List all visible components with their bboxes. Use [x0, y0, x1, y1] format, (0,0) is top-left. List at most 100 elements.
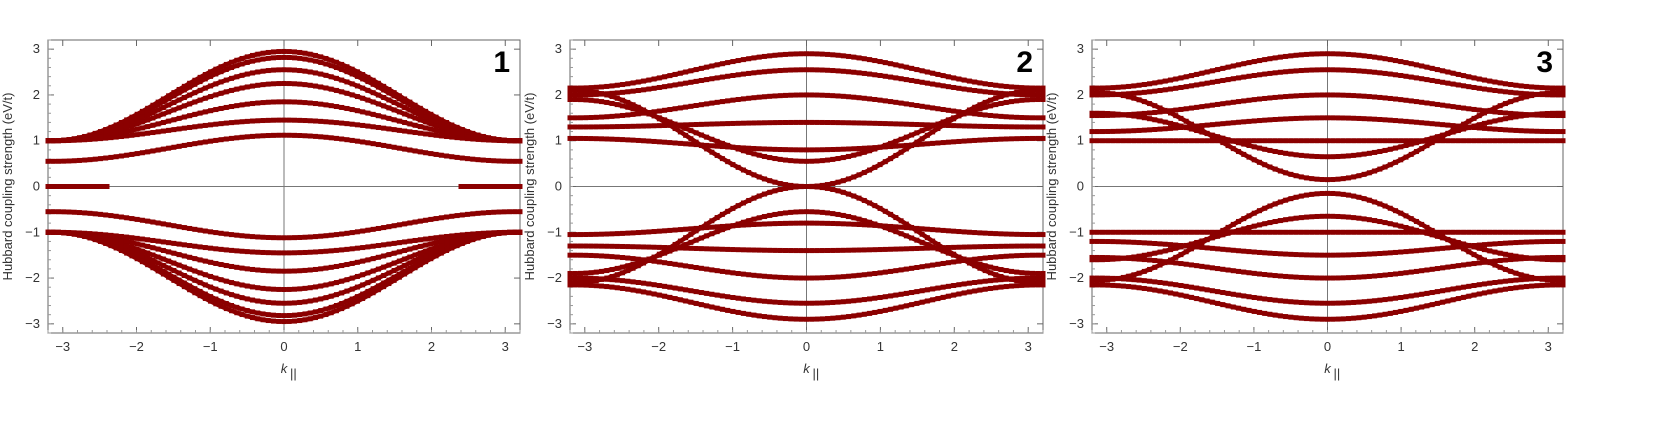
band-point [888, 246, 894, 252]
band-point [882, 98, 888, 104]
band-point [281, 99, 287, 105]
band-point [365, 293, 371, 299]
band-point [265, 299, 271, 305]
band-point [914, 122, 920, 128]
band-point [412, 122, 418, 128]
edge-state-point [471, 184, 477, 189]
band-point [593, 114, 599, 120]
band-point [1040, 124, 1046, 130]
band-point [1314, 154, 1320, 160]
band-point [1225, 267, 1231, 273]
band-point [935, 82, 941, 88]
band-point [239, 295, 245, 301]
band-point [1497, 240, 1503, 246]
band-point [714, 99, 720, 105]
band-point [1413, 218, 1419, 224]
band-point [1492, 118, 1498, 124]
y-tick-label: −2 [1069, 270, 1084, 285]
band-point [139, 119, 145, 125]
x-axis-label: k [281, 361, 289, 376]
band-point [1288, 229, 1294, 235]
band-point [951, 108, 957, 114]
band-point [667, 73, 673, 79]
band-point [386, 143, 392, 149]
band-point [599, 124, 605, 130]
band-point [793, 209, 799, 215]
band-point [197, 270, 203, 276]
band-point [166, 118, 172, 124]
band-point [683, 226, 689, 232]
band-point [1236, 140, 1242, 146]
band-point [840, 189, 846, 195]
band-point [328, 293, 334, 299]
band-point [1539, 128, 1545, 134]
band-point [1131, 95, 1137, 101]
band-point [998, 113, 1004, 119]
band-point [323, 134, 329, 140]
band-point [1024, 85, 1030, 91]
band-point [599, 91, 605, 97]
band-point [1019, 231, 1025, 237]
band-point [846, 314, 852, 320]
band-point [1126, 128, 1132, 134]
band-point [1008, 124, 1014, 130]
band-point [365, 244, 371, 250]
band-point [1335, 92, 1341, 98]
band-point [1424, 120, 1430, 126]
band-point [972, 244, 978, 250]
band-point [87, 136, 93, 142]
band-point [139, 110, 145, 116]
band-point [1094, 277, 1100, 283]
band-point [620, 243, 626, 249]
band-point [470, 231, 476, 237]
band-point [433, 244, 439, 250]
band-point [583, 243, 589, 249]
band-point [1544, 256, 1550, 262]
band-point [893, 215, 899, 221]
band-point [255, 249, 261, 255]
band-point [788, 119, 794, 125]
band-point [1304, 252, 1310, 258]
band-point [1518, 138, 1524, 144]
band-point [987, 89, 993, 95]
band-point [1471, 261, 1477, 267]
band-point [1136, 270, 1142, 276]
band-point [867, 310, 873, 316]
band-point [234, 57, 240, 63]
band-point [1099, 90, 1105, 96]
band-point [391, 277, 397, 283]
band-point [1183, 261, 1189, 267]
band-point [250, 284, 256, 290]
band-point [1372, 116, 1378, 122]
band-point [139, 131, 145, 137]
band-point [171, 90, 177, 96]
band-point [150, 262, 156, 268]
band-point [772, 274, 778, 280]
band-point [1035, 97, 1041, 103]
band-point [851, 120, 857, 126]
band-point [155, 129, 161, 135]
x-tick-label: 2 [1471, 339, 1478, 354]
band-point [1466, 84, 1472, 90]
band-point [1141, 99, 1147, 105]
band-point [693, 300, 699, 306]
band-point [1029, 115, 1035, 121]
band-point [229, 120, 235, 126]
band-point [1168, 247, 1173, 253]
band-point [840, 53, 846, 59]
band-point [1461, 73, 1467, 79]
band-point [1251, 72, 1257, 78]
band-point [202, 258, 208, 264]
band-point [683, 263, 689, 269]
band-point [1251, 59, 1257, 65]
band-point [1246, 154, 1252, 160]
band-point [761, 247, 767, 253]
band-point [951, 283, 957, 289]
band-point [877, 97, 883, 103]
band-point [730, 223, 736, 229]
band-point [1523, 112, 1529, 118]
band-point [134, 126, 140, 132]
band-point [782, 67, 788, 73]
band-point [312, 297, 318, 303]
band-point [940, 248, 946, 254]
